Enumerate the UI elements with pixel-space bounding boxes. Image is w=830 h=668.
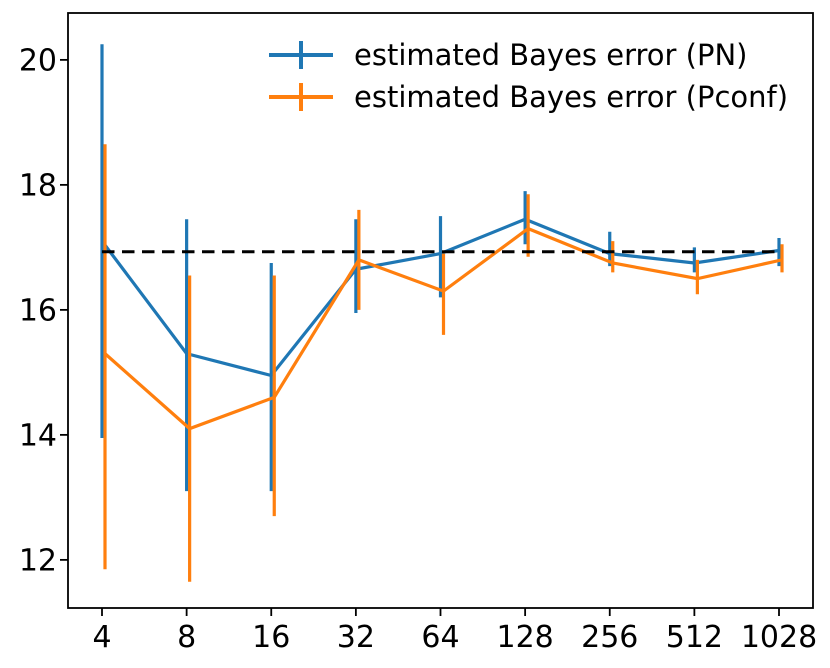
- y-tick-label: 12: [19, 543, 57, 578]
- y-tick-label: 14: [19, 418, 57, 453]
- x-tick-label: 64: [421, 620, 459, 655]
- series-line-pn: [100, 217, 780, 378]
- plot-frame: [67, 12, 814, 609]
- x-tick-label: 8: [177, 620, 196, 655]
- y-tick-label: 20: [19, 43, 57, 78]
- x-tick-label: 256: [581, 620, 638, 655]
- errorbar-marker-pconf-icon: [269, 82, 333, 112]
- y-tick-label: 16: [19, 293, 57, 328]
- legend-item-pn: estimated Bayes error (PN): [269, 34, 788, 76]
- x-tick-label: 4: [92, 620, 111, 655]
- errorbar-marker-pn-icon: [269, 40, 333, 70]
- x-tick-label: 32: [337, 620, 375, 655]
- series-line-pconf: [103, 226, 783, 431]
- legend-label-pconf: estimated Bayes error (Pconf): [354, 79, 789, 114]
- x-tick-label: 512: [666, 620, 723, 655]
- x-tick-label: 128: [496, 620, 553, 655]
- legend-item-pconf: estimated Bayes error (Pconf): [269, 76, 788, 118]
- x-tick-label: 16: [252, 620, 290, 655]
- x-tick-label: 1028: [741, 620, 817, 655]
- legend-label-pn: estimated Bayes error (PN): [354, 37, 748, 72]
- legend: estimated Bayes error (PN) estimated Bay…: [269, 34, 788, 118]
- y-tick-label: 18: [19, 168, 57, 203]
